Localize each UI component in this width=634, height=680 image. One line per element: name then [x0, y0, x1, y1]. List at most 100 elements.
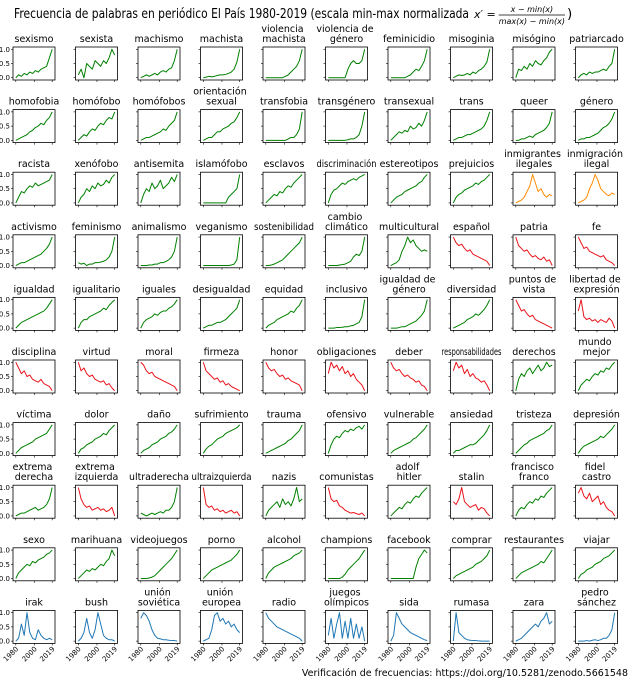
series-line — [265, 49, 303, 79]
panel-title: antisemita — [134, 159, 184, 170]
panel-title: unión soviética — [138, 587, 180, 608]
panel-title: misógino — [512, 34, 555, 45]
panel-frame — [450, 484, 493, 519]
panel-title: racista — [18, 159, 50, 170]
y-tick-label: 1.0 — [0, 46, 10, 54]
series-line — [265, 424, 303, 454]
panel-title: cambio climático — [325, 212, 368, 233]
series-line — [140, 549, 178, 580]
series-line — [15, 487, 53, 517]
y-tick-label: 0.0 — [0, 262, 10, 270]
series-line — [577, 361, 616, 391]
panel-frame — [75, 109, 118, 143]
series-line — [515, 612, 553, 642]
panel-title: adolf hitler — [396, 462, 423, 483]
panel-frame — [512, 610, 556, 644]
series-line — [140, 49, 178, 79]
panel-frame — [387, 296, 431, 331]
x-tick-label: 2019 — [476, 645, 494, 663]
y-tick-label: 0.0 — [0, 450, 10, 458]
panel-frame — [75, 359, 118, 394]
panel-title: derechos — [512, 347, 555, 358]
panel-frame — [75, 296, 118, 331]
panel-title: radio — [272, 597, 296, 608]
series-line — [515, 173, 553, 204]
panel-title: islamófobo — [195, 159, 247, 170]
x-tick-label: 1980 — [564, 645, 582, 663]
series-line — [265, 299, 303, 329]
panel-title: género — [580, 97, 613, 108]
panel-title: responsabilidades — [442, 347, 502, 358]
series-line — [390, 111, 428, 141]
series-line — [140, 487, 178, 517]
x-tick-label: 1980 — [189, 645, 207, 663]
x-tick-label: 2000 — [396, 645, 414, 663]
series-line — [453, 299, 491, 329]
series-line — [578, 173, 615, 204]
x-tick-label: 2019 — [163, 645, 181, 663]
panel-title: vulnerable — [384, 410, 435, 421]
series-line — [202, 549, 241, 579]
x-tick-label: 1980 — [377, 645, 395, 663]
panel-title: disciplina — [12, 347, 57, 358]
series-line — [203, 49, 241, 79]
panel-title: fidel castro — [582, 462, 611, 483]
series-line — [515, 361, 553, 391]
panel-title: feminicidio — [383, 34, 435, 45]
series-line — [515, 487, 553, 517]
x-tick-label: 1980 — [64, 645, 82, 663]
panel-title: zara — [524, 597, 545, 608]
series-line — [515, 236, 553, 266]
series-line — [390, 424, 428, 454]
x-tick-label: 2000 — [583, 645, 601, 663]
panel-frame — [12, 422, 56, 457]
series-line — [77, 111, 116, 141]
series-line — [77, 48, 116, 79]
series-line — [202, 487, 241, 517]
panel-title: trans — [459, 97, 483, 108]
series-line — [453, 49, 491, 79]
y-tick-label: 1.0 — [0, 609, 10, 617]
x-tick-label: 2000 — [83, 645, 101, 663]
series-line — [15, 111, 53, 141]
panel-title: homofobia — [9, 97, 60, 108]
panel-title: víctima — [17, 410, 52, 421]
series-line — [577, 549, 616, 579]
x-tick-label: 1980 — [2, 645, 20, 663]
series-line — [202, 362, 240, 392]
x-tick-label: 1980 — [439, 645, 457, 663]
series-line — [265, 174, 303, 204]
panel-title: trauma — [267, 410, 302, 421]
panel-frame — [12, 296, 56, 331]
panel-title: homófobo — [73, 97, 121, 108]
y-tick-label: 0.5 — [0, 373, 10, 381]
panel-title: diversidad — [447, 284, 497, 295]
series-line — [15, 174, 53, 204]
series-line — [390, 299, 428, 329]
y-tick-label: 1.0 — [0, 171, 10, 179]
series-line — [452, 236, 491, 266]
panel-frame — [137, 171, 181, 206]
y-tick-label: 0.0 — [0, 137, 10, 145]
y-tick-label: 0.5 — [0, 310, 10, 318]
panel-frame — [325, 296, 368, 331]
panel-frame — [75, 484, 118, 519]
panel-title: multicultural — [379, 222, 439, 233]
panel-title: ansiedad — [450, 410, 493, 421]
panel-title: sexista — [80, 34, 113, 45]
series-line — [578, 612, 616, 642]
series-line — [77, 612, 115, 642]
series-line — [390, 49, 428, 79]
panel-frame — [12, 359, 56, 394]
footer: Verificación de frecuencias: https://doi… — [302, 668, 628, 679]
panel-frame — [137, 109, 181, 143]
panel-title: patria — [520, 222, 548, 233]
panel-frame — [12, 171, 56, 206]
series-line — [140, 299, 178, 329]
panel-title: queer — [520, 97, 548, 108]
series-line — [203, 111, 241, 141]
series-line — [327, 487, 366, 517]
series-line — [265, 362, 303, 391]
series-line — [452, 174, 491, 204]
